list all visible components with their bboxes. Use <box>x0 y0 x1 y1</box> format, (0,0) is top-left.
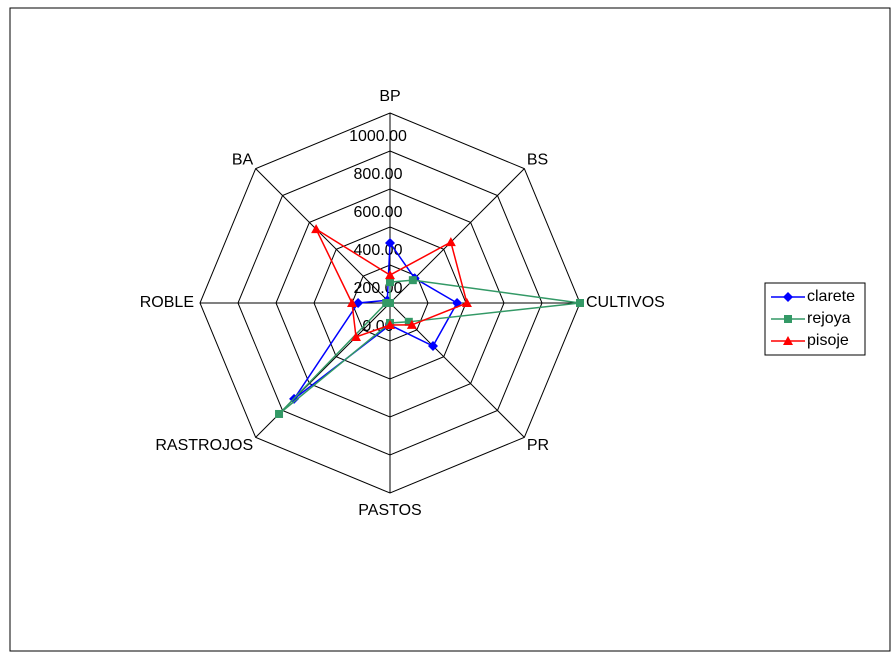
marker <box>404 317 413 326</box>
marker <box>461 298 472 307</box>
category-label: CULTIVOS <box>586 294 665 311</box>
category-label: BP <box>379 88 400 105</box>
category-label: BS <box>527 151 548 168</box>
legend-label: pisoje <box>807 332 849 349</box>
marker <box>408 276 417 285</box>
marker <box>351 331 362 341</box>
marker <box>385 320 395 330</box>
y-tick-label: 1000.00 <box>349 128 407 145</box>
spoke <box>255 168 391 304</box>
marker <box>783 336 793 345</box>
marker <box>385 237 395 248</box>
marker <box>406 319 417 329</box>
marker <box>385 270 395 280</box>
marker <box>784 315 792 323</box>
marker <box>347 298 357 307</box>
chart-border <box>9 7 891 652</box>
y-tick-label: 600.00 <box>354 204 403 221</box>
category-label: PR <box>527 437 549 454</box>
marker <box>386 278 394 287</box>
category-label: PASTOS <box>358 502 421 519</box>
marker <box>427 340 438 351</box>
category-label: BA <box>232 151 254 168</box>
marker <box>275 409 284 418</box>
marker <box>445 237 456 247</box>
y-tick-label: 800.00 <box>354 166 403 183</box>
y-tick-label: 0.00 <box>362 318 393 335</box>
category-label: RASTROJOS <box>155 437 253 454</box>
marker <box>576 299 584 307</box>
category-label: ROBLE <box>140 294 194 311</box>
legend-label: clarete <box>807 288 855 305</box>
marker <box>311 224 322 234</box>
y-tick-label: 200.00 <box>354 280 403 297</box>
legend-label: rejoya <box>807 310 851 327</box>
marker <box>386 299 394 307</box>
marker <box>783 292 793 302</box>
